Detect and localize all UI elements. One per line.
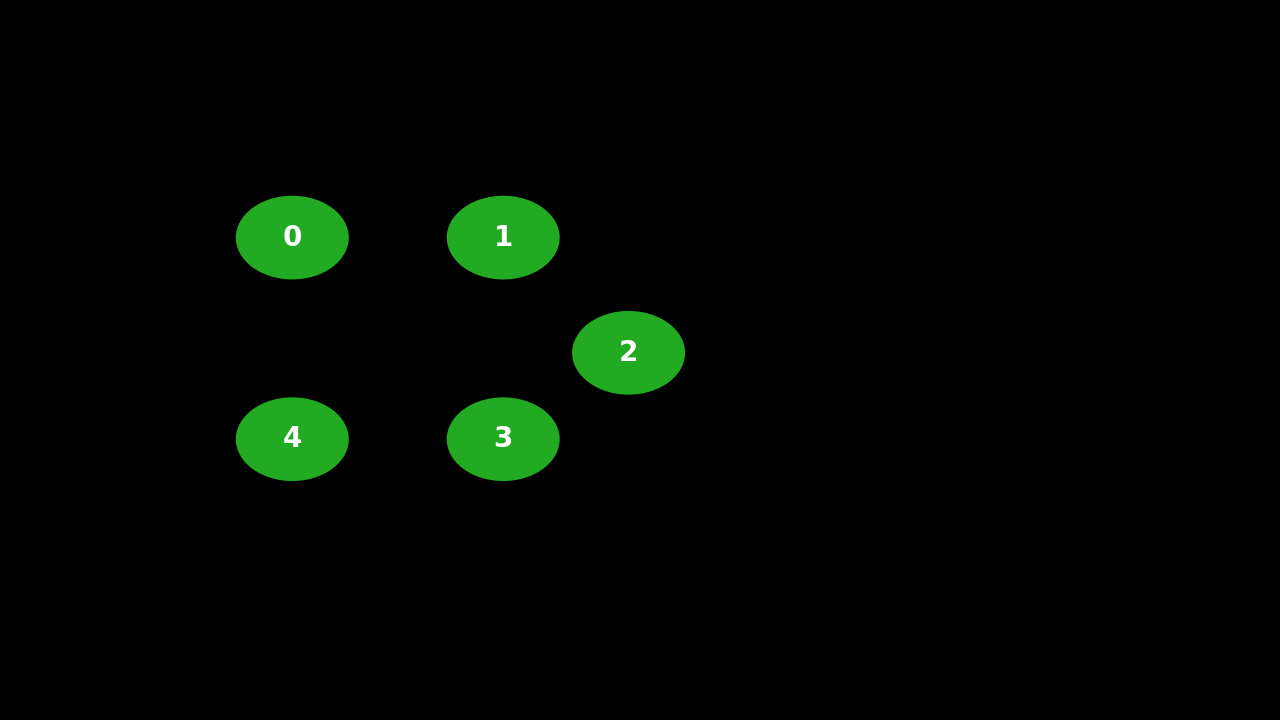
Ellipse shape <box>570 308 687 397</box>
Text: [0]: [0] <box>737 96 774 120</box>
Text: Adjacency matrix of directed graph: Adjacency matrix of directed graph <box>273 26 1007 68</box>
Text: [2]: [2] <box>881 96 918 120</box>
Text: 4: 4 <box>283 426 302 453</box>
Text: 2: 2 <box>620 339 639 366</box>
Text: [4]: [4] <box>658 428 695 452</box>
Text: 3: 3 <box>494 426 513 453</box>
Text: 0: 0 <box>283 224 302 251</box>
Text: Size of Matrix = 5X5 as there are: Size of Matrix = 5X5 as there are <box>631 548 1151 575</box>
Text: [0]: [0] <box>658 174 695 199</box>
Text: 5 vertices in a graph: 5 vertices in a graph <box>730 591 1052 618</box>
Text: [3]: [3] <box>952 96 991 120</box>
Text: [3]: [3] <box>658 364 695 389</box>
Ellipse shape <box>233 193 352 282</box>
Text: 1: 1 <box>494 224 513 251</box>
Ellipse shape <box>444 395 562 484</box>
Text: Fig: Directed Graph: Fig: Directed Graph <box>177 516 408 536</box>
Text: [1]: [1] <box>809 96 846 120</box>
Text: [2]: [2] <box>658 301 695 325</box>
Text: [1]: [1] <box>658 238 695 262</box>
Ellipse shape <box>233 395 352 484</box>
Ellipse shape <box>444 193 562 282</box>
Text: [4]: [4] <box>1024 96 1062 120</box>
